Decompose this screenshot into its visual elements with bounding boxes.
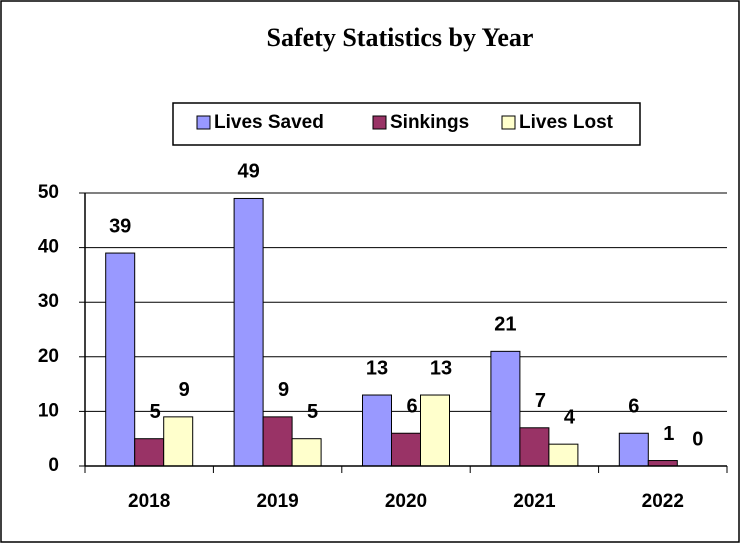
legend-label: Lives Saved (214, 112, 324, 133)
y-tick-label: 50 (38, 182, 59, 203)
value-label: 49 (237, 161, 259, 183)
value-label: 13 (366, 357, 388, 379)
x-tick-label: 2019 (256, 491, 298, 512)
value-label: 21 (494, 314, 516, 336)
bar (163, 416, 194, 467)
bar (362, 394, 392, 467)
value-label: 6 (628, 396, 639, 418)
legend-swatch (501, 115, 516, 130)
bar (548, 443, 579, 467)
bar (134, 438, 165, 467)
y-tick-label: 0 (48, 455, 59, 476)
bar (647, 460, 678, 467)
x-tick-label: 2018 (128, 491, 170, 512)
bar (490, 350, 521, 467)
value-label: 1 (663, 423, 674, 445)
bar (105, 252, 136, 467)
bar (291, 438, 322, 467)
value-label: 4 (564, 406, 576, 428)
x-tick-label: 2021 (513, 491, 556, 512)
value-label: 9 (278, 379, 289, 401)
y-tick-label: 40 (38, 237, 59, 258)
legend-swatch (372, 115, 387, 130)
bar (233, 197, 264, 467)
bar (420, 394, 450, 467)
legend-label: Sinkings (390, 112, 469, 133)
value-label: 9 (179, 379, 190, 401)
legend-label: Lives Lost (519, 112, 614, 133)
bar (618, 432, 649, 467)
value-label: 5 (150, 401, 161, 423)
y-tick-label: 10 (38, 400, 59, 421)
value-label: 0 (692, 428, 703, 450)
value-label: 13 (430, 357, 452, 379)
bar (262, 416, 293, 467)
value-label: 39 (109, 215, 131, 237)
y-tick-label: 30 (38, 291, 59, 312)
legend-box (172, 102, 641, 146)
x-tick-label: 2020 (385, 491, 427, 512)
chart-title: Safety Statistics by Year (267, 23, 534, 52)
value-label: 5 (307, 401, 318, 423)
value-label: 7 (535, 390, 546, 412)
x-tick-label: 2022 (642, 491, 684, 512)
bar (519, 427, 550, 467)
legend-swatch (196, 115, 211, 130)
y-tick-label: 20 (38, 346, 59, 367)
value-label: 6 (406, 396, 417, 418)
bar (391, 432, 421, 467)
